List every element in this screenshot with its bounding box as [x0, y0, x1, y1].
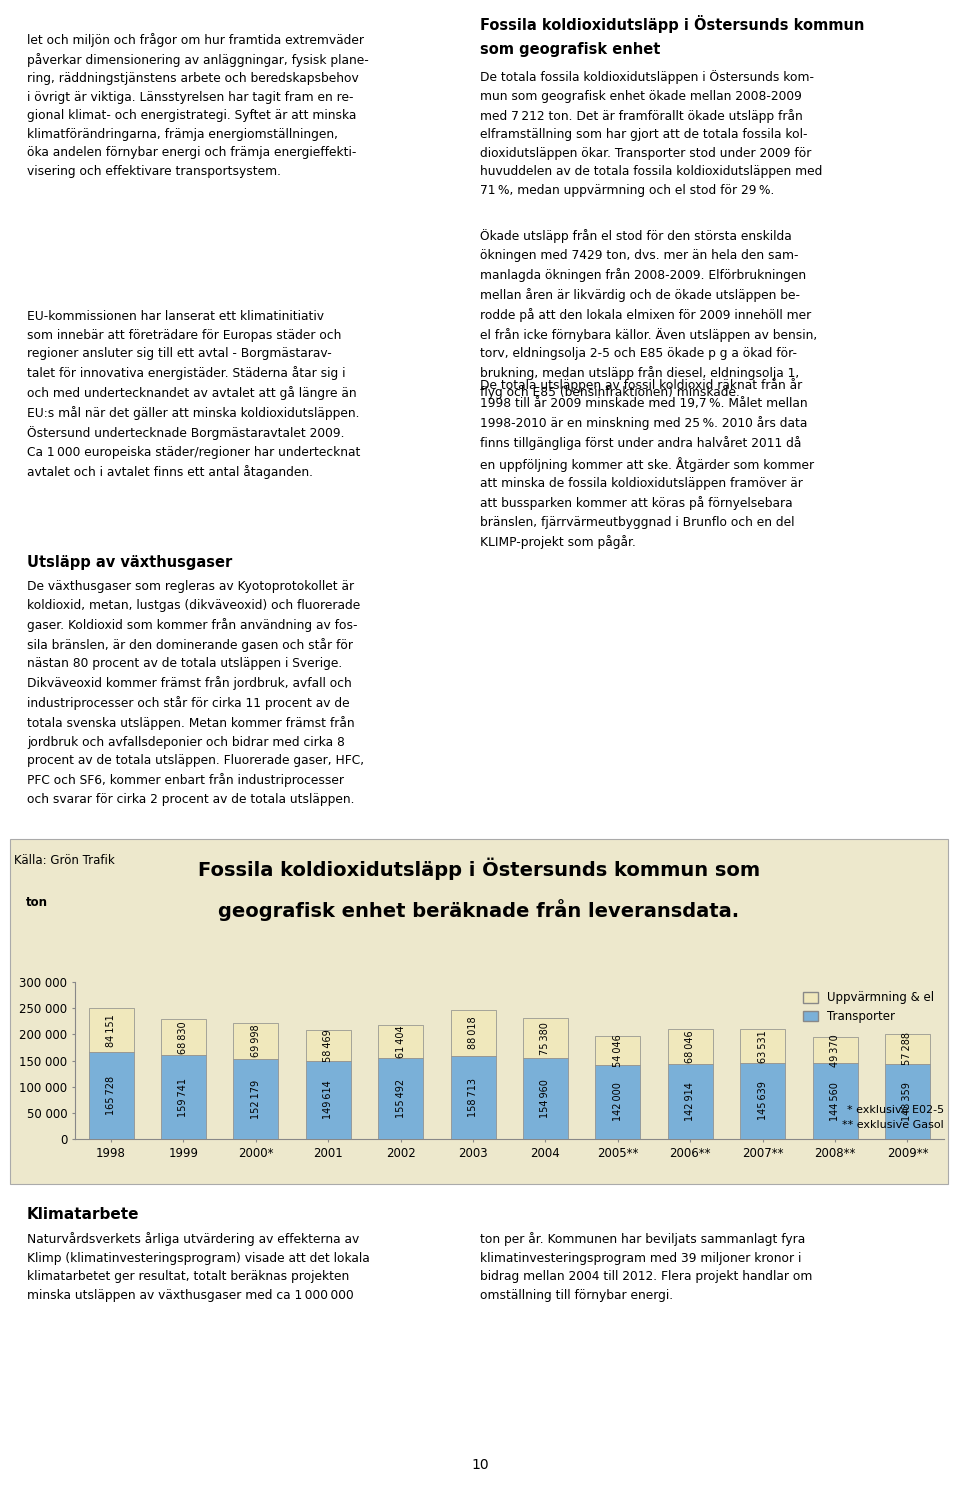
Text: 158 713: 158 713	[468, 1078, 478, 1117]
Text: 165 728: 165 728	[106, 1076, 116, 1115]
Bar	[523, 1018, 568, 1058]
Text: Fossila koldioxidutsläpp i Östersunds kommun: Fossila koldioxidutsläpp i Östersunds ko…	[480, 15, 864, 33]
Text: De totala fossila koldioxidutsläppen i Östersunds kom-
mun som geografisk enhet : De totala fossila koldioxidutsläppen i Ö…	[480, 70, 823, 196]
Text: 69 998: 69 998	[251, 1025, 261, 1057]
Bar	[885, 1064, 930, 1139]
Text: De växthusgaser som regleras av Kyotoprotokollet är
koldioxid, metan, lustgas (d: De växthusgaser som regleras av Kyotopro…	[27, 580, 364, 805]
Text: ton: ton	[26, 896, 47, 910]
Text: 159 741: 159 741	[179, 1078, 188, 1117]
Bar	[885, 1034, 930, 1064]
Text: Källa: Grön Trafik: Källa: Grön Trafik	[14, 854, 115, 868]
Text: Naturvårdsverkets årliga utvärdering av effekterna av
Klimp (klimatinvesteringsp: Naturvårdsverkets årliga utvärdering av …	[27, 1232, 370, 1301]
Bar	[668, 1064, 712, 1139]
Bar	[306, 1030, 350, 1061]
Text: 68 046: 68 046	[685, 1030, 695, 1063]
Text: * exklusive E02-5: * exklusive E02-5	[847, 1105, 944, 1115]
Bar	[378, 1025, 423, 1058]
Text: ** exklusive Gasol: ** exklusive Gasol	[842, 1120, 944, 1130]
Text: let och miljön och frågor om hur framtida extremväder
påverkar dimensionering av: let och miljön och frågor om hur framtid…	[27, 33, 369, 178]
Text: 75 380: 75 380	[540, 1022, 550, 1055]
Bar	[740, 1063, 785, 1139]
Text: 57 288: 57 288	[902, 1033, 912, 1066]
Bar	[88, 1052, 133, 1139]
Bar	[233, 1022, 278, 1060]
Bar	[378, 1058, 423, 1139]
Text: 142 914: 142 914	[685, 1082, 695, 1121]
Bar	[740, 1030, 785, 1063]
Text: Utsläpp av växthusgaser: Utsläpp av växthusgaser	[27, 555, 232, 570]
Bar	[450, 1010, 495, 1055]
Text: 149 614: 149 614	[324, 1081, 333, 1120]
Text: 155 492: 155 492	[396, 1079, 406, 1118]
Text: geografisk enhet beräknade från leveransdata.: geografisk enhet beräknade från leverans…	[219, 899, 739, 922]
Text: 144 560: 144 560	[830, 1082, 840, 1121]
Text: 61 404: 61 404	[396, 1025, 406, 1058]
Text: 154 960: 154 960	[540, 1079, 550, 1118]
Text: som geografisk enhet: som geografisk enhet	[480, 42, 660, 57]
Text: Ökade utsläpp från el stod för den största enskilda
ökningen med 7429 ton, dvs. : Ökade utsläpp från el stod för den störs…	[480, 229, 817, 399]
Bar	[595, 1064, 640, 1139]
Text: 84 151: 84 151	[106, 1013, 116, 1046]
Bar	[88, 1009, 133, 1052]
Text: EU-kommissionen har lanserat ett klimatinitiativ
som innebär att företrädare för: EU-kommissionen har lanserat ett klimati…	[27, 310, 360, 478]
Text: 63 531: 63 531	[757, 1030, 768, 1063]
Bar	[668, 1028, 712, 1064]
Bar	[812, 1063, 857, 1139]
Text: 58 469: 58 469	[324, 1028, 333, 1061]
Bar	[233, 1060, 278, 1139]
Text: ton per år. Kommunen har beviljats sammanlagt fyra
klimatinvesteringsprogram med: ton per år. Kommunen har beviljats samma…	[480, 1232, 812, 1301]
Text: 143 359: 143 359	[902, 1082, 912, 1121]
Text: 10: 10	[471, 1459, 489, 1472]
Bar	[523, 1058, 568, 1139]
Text: 152 179: 152 179	[251, 1079, 261, 1118]
Bar	[161, 1019, 206, 1055]
Text: 145 639: 145 639	[757, 1082, 768, 1120]
Bar	[161, 1055, 206, 1139]
Text: De totala utsläppen av fossil koldioxid räknat från år
1998 till år 2009 minskad: De totala utsläppen av fossil koldioxid …	[480, 378, 814, 549]
Bar	[306, 1061, 350, 1139]
Text: Fossila koldioxidutsläpp i Östersunds kommun som: Fossila koldioxidutsläpp i Östersunds ko…	[198, 857, 760, 880]
Bar	[812, 1037, 857, 1063]
Bar	[595, 1036, 640, 1064]
Text: 54 046: 54 046	[612, 1034, 623, 1067]
Text: 88 018: 88 018	[468, 1016, 478, 1049]
Legend: Uppvärmning & el, Transporter: Uppvärmning & el, Transporter	[800, 988, 938, 1027]
Text: 68 830: 68 830	[179, 1021, 188, 1054]
Text: Klimatarbete: Klimatarbete	[27, 1207, 139, 1222]
Text: 142 000: 142 000	[612, 1082, 623, 1121]
Text: 49 370: 49 370	[830, 1034, 840, 1067]
Bar	[450, 1055, 495, 1139]
